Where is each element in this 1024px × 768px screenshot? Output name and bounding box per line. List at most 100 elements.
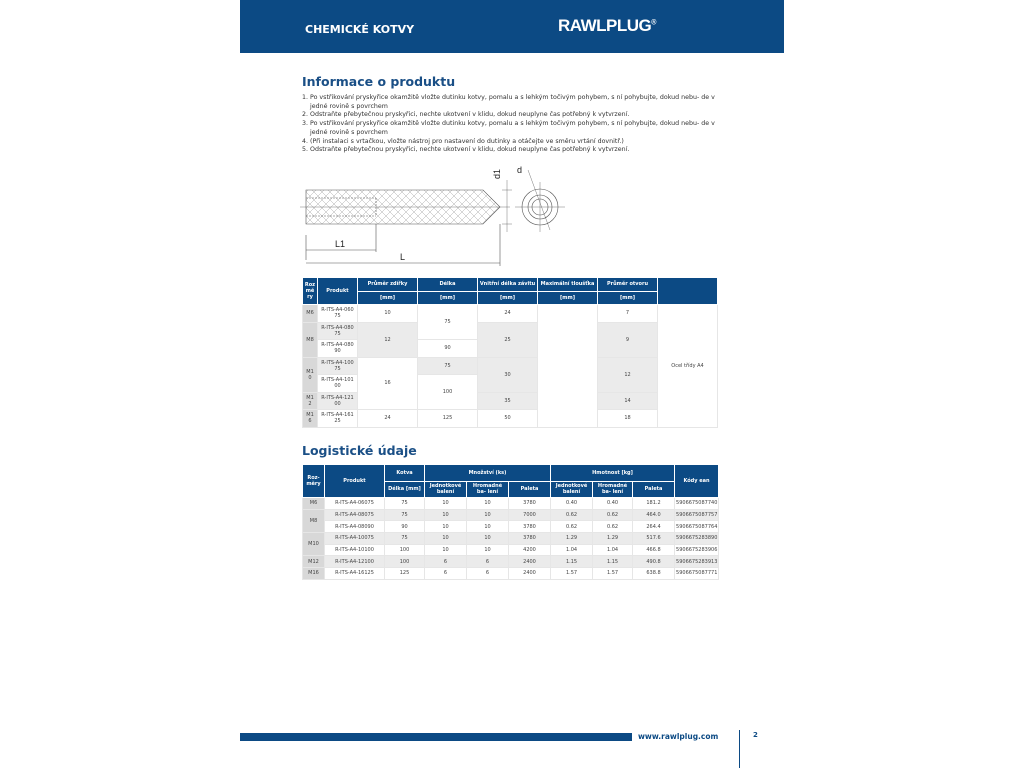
- col-product: Produkt: [324, 464, 385, 498]
- size: M8: [302, 321, 318, 358]
- cell: 181.2: [632, 497, 676, 510]
- cell: R-ITS-A4-10100: [324, 543, 385, 557]
- size: M8: [302, 508, 325, 534]
- cell: R-ITS-A4-16125: [324, 567, 385, 580]
- d1-label: d1: [492, 169, 502, 179]
- col-pallet-w: Paleta: [632, 480, 676, 498]
- table-row: M16 R-ITS-A4-16125 125 6 6 2400 1.57 1.57 638.8 5…: [302, 567, 720, 580]
- cell: 1.29: [550, 532, 594, 545]
- table-row: M8 R-ITS-A4-080 75 12 25 9: [302, 321, 718, 358]
- table-row: R-ITS-A4-101 00 100: [303, 374, 718, 410]
- col-size: Roz mě ry: [302, 277, 318, 305]
- cell: R-ITS-A4-08075: [324, 508, 385, 522]
- cell: 1.04: [550, 543, 594, 557]
- cell: 9: [597, 321, 658, 358]
- unit: [mm]: [357, 290, 418, 305]
- cell: R-ITS-A4-10075: [324, 532, 385, 545]
- instruction-list: 1. Po vstřikování pryskyřice okamžitě vl…: [302, 94, 722, 155]
- size: M1 6: [302, 409, 318, 428]
- table-row: M1 0 R-ITS-A4-100 75 16 75 30 12: [302, 356, 718, 410]
- col-thread: Vnitřní délka závitu: [477, 277, 538, 292]
- product-info-title: Informace o produktu: [302, 74, 456, 89]
- divider: [739, 730, 740, 768]
- col-product: Produkt: [317, 277, 358, 305]
- col-unit: Jednotkové balení: [424, 480, 467, 498]
- cell: 5906675087771: [674, 567, 720, 580]
- table-row: M6 R-ITS-A4-060 75 10 75 24 7 Ocel třídy A4: [302, 304, 718, 428]
- cell: 10: [424, 532, 467, 545]
- cell: 0.62: [550, 520, 594, 534]
- product: R-ITS-A4-100 75: [317, 356, 358, 375]
- cell: 10: [424, 508, 467, 522]
- anchor-sleeve-drawing: d1 d L1 L: [300, 165, 565, 266]
- cell: 7000: [507, 508, 552, 522]
- cell: 10: [424, 543, 467, 557]
- cell: 3780: [507, 532, 552, 545]
- col-socket: Průměr zdířky: [357, 277, 418, 292]
- table-row: R-ITS-A4-10100 100 10 10 4200 1.04 1.04 466.8 59…: [303, 543, 720, 557]
- cell: 1.15: [592, 555, 634, 569]
- size: M6: [302, 497, 325, 510]
- cell: 6: [424, 567, 467, 580]
- cell: 0.62: [592, 520, 634, 534]
- table-row: M1 6 R-ITS-A4-161 25 24 125 50 18: [302, 409, 718, 428]
- cell: 517.6: [632, 532, 676, 545]
- col-ean: Kódy ean: [674, 464, 720, 498]
- col-length: Délka: [417, 277, 478, 292]
- cell: 264.4: [632, 520, 676, 534]
- cell: 5906675087740: [674, 497, 720, 510]
- cell: 35: [477, 391, 538, 410]
- cell: 75: [417, 356, 478, 375]
- unit: [mm]: [417, 290, 478, 305]
- cell: 14: [597, 391, 658, 410]
- cell: 5906675087757: [674, 508, 720, 522]
- l1-label: L1: [335, 239, 345, 249]
- cell: 1.29: [592, 532, 634, 545]
- d-label: d: [517, 165, 522, 175]
- size: M10: [302, 532, 325, 557]
- cell: 75: [384, 508, 425, 522]
- size: M1 0: [302, 356, 318, 393]
- col-unit-w: Jednotkové balení: [550, 480, 594, 498]
- cell: 18: [597, 409, 658, 428]
- cell: 100: [417, 374, 478, 410]
- unit: [mm]: [477, 290, 538, 305]
- step: 1. Po vstřikování pryskyřice okamžitě vl…: [302, 94, 715, 110]
- cell: 10: [466, 532, 509, 545]
- col-bulk: Hromadné ba- lení: [466, 480, 509, 498]
- cell: 1.15: [550, 555, 594, 569]
- col-len: Délka [mm]: [384, 480, 425, 498]
- cell: R-ITS-A4-12100: [324, 555, 385, 569]
- step: 3. Po vstřikování pryskyřice okamžitě vl…: [302, 120, 715, 136]
- cell: 5906675283906: [674, 543, 720, 557]
- page-number: 2: [753, 731, 758, 739]
- product: R-ITS-A4-121 00: [317, 391, 358, 410]
- cell: 75: [384, 532, 425, 545]
- cell: 16: [357, 356, 418, 410]
- table-row: R-ITS-A4-08090 90 10 10 3780 0.62 0.62 264.4 590…: [303, 520, 720, 534]
- cell: 100: [384, 543, 425, 557]
- cell: R-ITS-A4-08090: [324, 520, 385, 534]
- cell: 5906675283890: [674, 532, 720, 545]
- website-link[interactable]: www.rawlplug.com: [638, 732, 719, 741]
- cell: 490.8: [632, 555, 676, 569]
- cell: 638.8: [632, 567, 676, 580]
- col-weight: Hmotnost [kg]: [550, 464, 676, 482]
- size: M16: [302, 567, 325, 580]
- cell: 90: [417, 339, 478, 358]
- cell: 125: [417, 409, 478, 428]
- cell: 125: [384, 567, 425, 580]
- col-qty: Množství (ks): [423, 464, 552, 482]
- page-header: CHEMICKÉ KOTVY RAWLPLUG®: [240, 0, 784, 53]
- product: R-ITS-A4-080 90: [317, 339, 358, 358]
- product: R-ITS-A4-060 75: [317, 304, 358, 323]
- col-anchor: Kotva: [384, 464, 425, 482]
- cell: 4200: [507, 543, 552, 557]
- step: 5. Odstraňte přebytečnou pryskyřici, nec…: [302, 146, 630, 154]
- cell: 1.57: [592, 567, 634, 580]
- unit: [mm]: [597, 290, 658, 305]
- cell: 0.62: [592, 508, 634, 522]
- size: M12: [302, 555, 325, 569]
- table-row: M6 R-ITS-A4-06075 75 10 10 3780 0.40 0.40 181.2 5…: [302, 497, 720, 510]
- product: R-ITS-A4-080 75: [317, 321, 358, 340]
